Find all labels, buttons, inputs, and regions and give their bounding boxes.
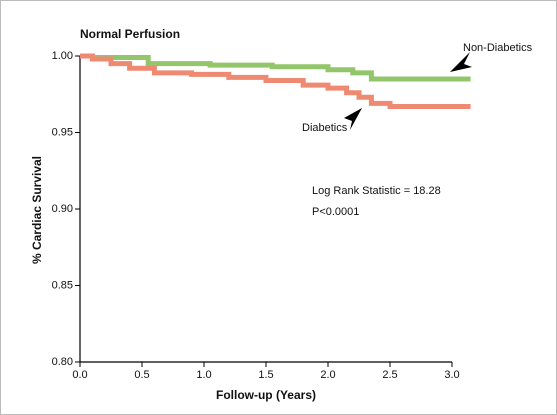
- legend-label: Non-Diabetics: [463, 42, 533, 54]
- survival-curve: [80, 53, 471, 82]
- annotation: Log Rank Statistic = 18.28: [312, 185, 441, 197]
- y-axis-label: % Cardiac Survival: [30, 156, 44, 264]
- x-tick-label: 0.5: [134, 369, 149, 381]
- x-tick-label: 0.0: [72, 369, 87, 381]
- y-tick-label: 1.00: [52, 50, 73, 62]
- y-tick-label: 0.90: [52, 203, 73, 215]
- chart-title: Normal Perfusion: [80, 27, 180, 41]
- x-tick-label: 1.5: [258, 369, 273, 381]
- survival-curve: [80, 53, 471, 109]
- arrow: [450, 52, 472, 72]
- arrow: [344, 108, 362, 130]
- y-tick-label: 0.80: [52, 356, 73, 368]
- x-axis-label: Follow-up (Years): [216, 388, 316, 402]
- legend-label: Diabetics: [302, 122, 348, 134]
- y-tick-label: 0.95: [52, 126, 73, 138]
- x-tick-label: 2.5: [382, 369, 397, 381]
- y-tick-label: 0.85: [52, 279, 73, 291]
- x-tick-label: 1.0: [196, 369, 211, 381]
- annotation: P<0.0001: [312, 206, 359, 218]
- x-tick-label: 3.0: [444, 369, 459, 381]
- x-tick-label: 2.0: [320, 369, 335, 381]
